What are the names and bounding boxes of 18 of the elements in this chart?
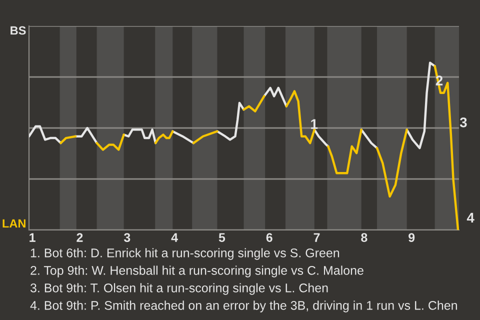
x-tick-label: 2	[76, 233, 83, 242]
x-tick-label: 3	[124, 233, 130, 242]
annotation: 1	[311, 119, 318, 129]
text: 2. Top 9th: W. Hensball hit a run-scoring single vs C. Malone	[30, 266, 364, 278]
text: 4. Bot 9th: P. Smith reached on an error by the 3B, driving in 1 run vs L. Chen	[30, 300, 457, 312]
annotation: 4	[466, 212, 474, 222]
x-tick-label: 8	[361, 233, 368, 242]
text: 3. Bot 9th: T. Olsen hit a run-scoring single vs L. Chen	[30, 283, 328, 295]
x-tick-label: 5	[218, 233, 226, 242]
text: 1. Bot 6th: D. Enrick hit a run-scoring single vs S. Green	[30, 248, 340, 260]
x-tick-label: 6	[266, 233, 272, 242]
x-tick-label: 9	[408, 233, 415, 242]
text: LAN	[2, 219, 26, 228]
annotation: 3	[460, 117, 467, 128]
x-tick-label: 7	[314, 233, 320, 242]
x-tick-label: 1	[30, 233, 36, 242]
x-tick-label: 4	[171, 233, 178, 242]
text: BS	[10, 26, 26, 35]
